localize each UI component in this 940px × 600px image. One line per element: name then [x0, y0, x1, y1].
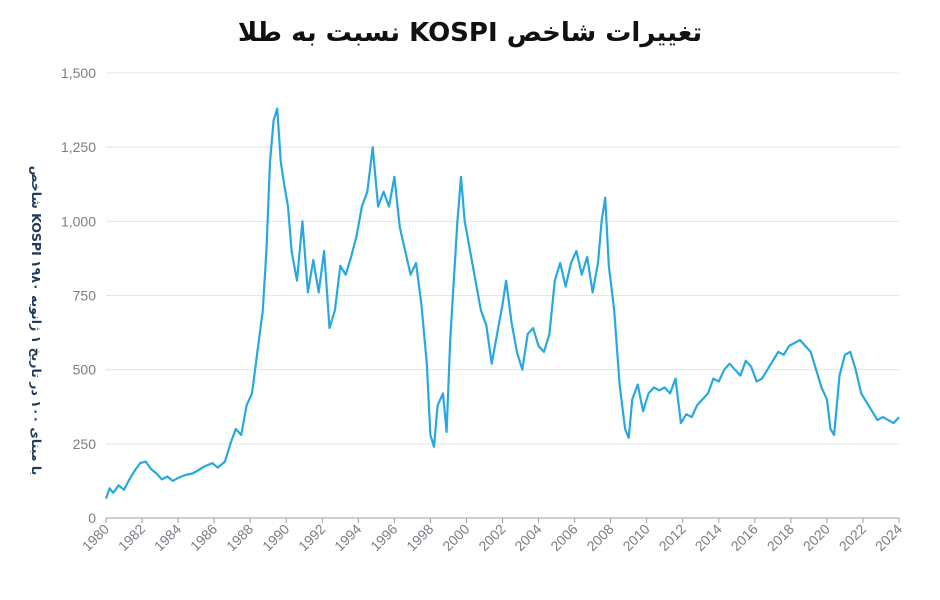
x-tick-label: 1986 — [187, 521, 220, 554]
x-tick-label: 2018 — [764, 521, 797, 554]
x-tick-label: 1990 — [259, 521, 292, 554]
x-tick-label: 1996 — [367, 521, 400, 554]
y-axis-label: شاخص KOSPI با مبنای ۱۰۰ در تاریخ ۱ ژانوی… — [29, 166, 44, 476]
x-tick-label: 1980 — [79, 521, 112, 554]
x-tick-label: 1988 — [223, 521, 256, 554]
y-tick-label: 250 — [73, 436, 97, 452]
x-tick-label: 1984 — [151, 521, 184, 554]
x-tick-label: 2000 — [439, 521, 472, 554]
series-line-kospi-gold — [104, 107, 900, 500]
y-tick-label: 1,500 — [61, 65, 96, 81]
x-tick-label: 2014 — [692, 521, 725, 554]
x-tick-label: 2020 — [800, 521, 833, 554]
x-tick-label: 2022 — [836, 521, 869, 554]
x-tick-label: 1994 — [331, 521, 364, 554]
x-tick-label: 2004 — [511, 521, 544, 554]
x-tick-label: 1982 — [115, 521, 148, 554]
x-axis-ticks: 1980 1982 1984 1986 1988 1990 1992 1994 1996 1998… — [79, 518, 905, 554]
x-tick-label: 1998 — [403, 521, 436, 554]
y-tick-label: 750 — [73, 288, 97, 304]
chart-title: تغییرات شاخص KOSPI نسبت به طلا — [237, 18, 703, 48]
y-tick-label: 0 — [88, 510, 96, 526]
y-tick-label: 500 — [73, 362, 97, 378]
grid-lines — [106, 72, 899, 445]
x-tick-label: 2012 — [656, 521, 689, 554]
x-tick-label: 2008 — [583, 521, 616, 554]
x-tick-label: 2024 — [872, 521, 905, 554]
x-tick-label: 1992 — [295, 521, 328, 554]
y-tick-label: 1,000 — [61, 213, 96, 229]
x-tick-label: 2006 — [547, 521, 580, 554]
x-tick-label: 2010 — [619, 521, 652, 554]
x-tick-label: 2016 — [728, 521, 761, 554]
y-axis-ticks: 0 250 500 750 1,000 1,250 1,500 — [61, 65, 96, 526]
y-tick-label: 1,250 — [61, 139, 96, 155]
x-tick-label: 2002 — [475, 521, 508, 554]
